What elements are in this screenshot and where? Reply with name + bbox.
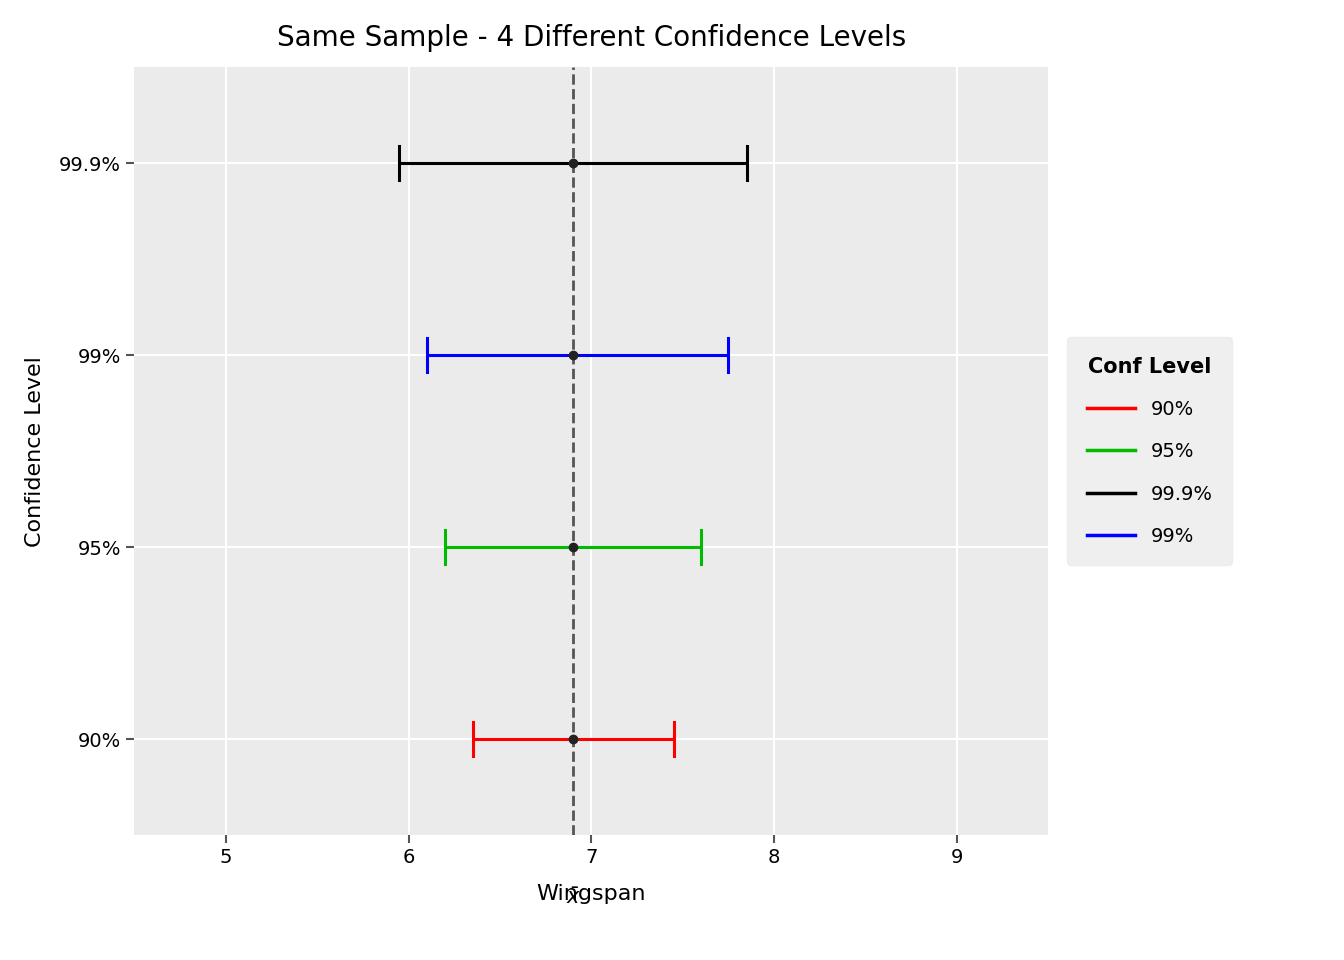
X-axis label: Wingspan: Wingspan <box>536 884 646 904</box>
Legend: 90%, 95%, 99.9%, 99%: 90%, 95%, 99.9%, 99% <box>1067 337 1232 565</box>
Text: $\bar{x}$: $\bar{x}$ <box>566 888 581 908</box>
Title: Same Sample - 4 Different Confidence Levels: Same Sample - 4 Different Confidence Lev… <box>277 24 906 53</box>
Y-axis label: Confidence Level: Confidence Level <box>26 356 46 546</box>
